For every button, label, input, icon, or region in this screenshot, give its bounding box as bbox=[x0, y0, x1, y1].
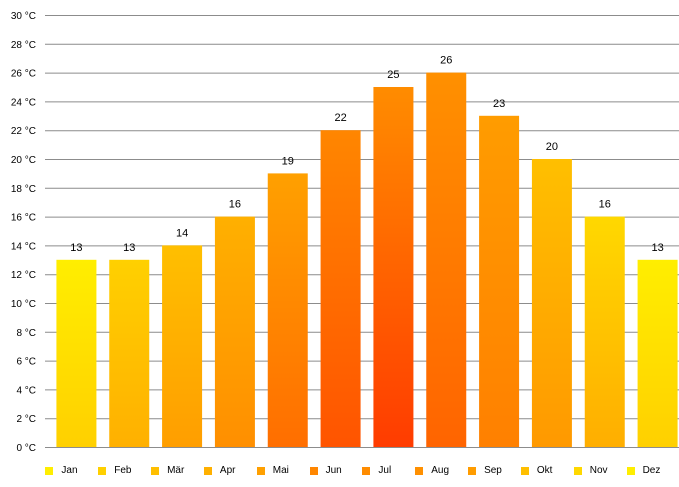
legend-item: Apr bbox=[203, 465, 236, 476]
y-tick-label: 14 °C bbox=[11, 241, 36, 252]
legend-item: Sep bbox=[468, 465, 502, 476]
bars bbox=[56, 72, 678, 448]
data-label: 25 bbox=[387, 69, 399, 81]
data-label: 16 bbox=[599, 199, 611, 211]
bar-Feb bbox=[109, 259, 150, 447]
legend-label: Aug bbox=[431, 465, 450, 476]
legend-swatch bbox=[151, 466, 160, 475]
bar-Dez bbox=[637, 259, 678, 447]
legend-swatch bbox=[468, 466, 477, 475]
legend-label: Nov bbox=[589, 465, 608, 476]
data-label: 26 bbox=[440, 55, 452, 67]
legend-item: Mär bbox=[151, 465, 184, 476]
y-tick-label: 30 °C bbox=[11, 11, 36, 22]
y-tick-label: 6 °C bbox=[16, 357, 36, 368]
data-label: 13 bbox=[70, 242, 82, 254]
legend-swatch bbox=[362, 466, 371, 475]
y-tick-label: 2 °C bbox=[16, 414, 36, 425]
legend-swatch bbox=[98, 466, 107, 475]
data-label: 13 bbox=[651, 242, 663, 254]
data-label: 14 bbox=[176, 227, 188, 239]
bar-Sep bbox=[479, 115, 520, 448]
y-tick-label: 26 °C bbox=[11, 69, 36, 80]
legend-item: Jan bbox=[45, 465, 78, 476]
legend-item: Mai bbox=[256, 465, 289, 476]
data-label: 13 bbox=[123, 242, 135, 254]
bar-Nov bbox=[584, 216, 625, 447]
legend-swatch bbox=[520, 466, 529, 475]
data-label: 23 bbox=[493, 98, 505, 110]
legend-label: Mai bbox=[272, 465, 289, 476]
y-tick-label: 22 °C bbox=[11, 126, 36, 137]
y-axis: 0 °C 2 °C 4 °C 6 °C 8 °C 10 °C 12 °C 14 °C 16 °C… bbox=[11, 11, 36, 454]
legend-label: Jul bbox=[378, 465, 392, 476]
y-tick-label: 16 °C bbox=[11, 213, 36, 224]
bar-Mär bbox=[162, 245, 203, 447]
bar-Apr bbox=[214, 216, 255, 447]
data-label: 16 bbox=[229, 199, 241, 211]
data-labels: 13 13 14 16 19 22 25 26 23 20 16 13 bbox=[70, 55, 663, 254]
y-tick-label: 0 °C bbox=[16, 443, 36, 454]
legend-label: Okt bbox=[536, 465, 553, 476]
data-label: 19 bbox=[282, 155, 294, 167]
bar-Mai bbox=[267, 173, 308, 447]
y-tick-label: 10 °C bbox=[11, 299, 36, 310]
y-tick-label: 20 °C bbox=[11, 155, 36, 166]
bar-Jan bbox=[56, 259, 97, 447]
legend-swatch bbox=[45, 466, 54, 475]
legend-swatch bbox=[256, 466, 265, 475]
legend-label: Dez bbox=[642, 465, 661, 476]
y-tick-label: 12 °C bbox=[11, 270, 36, 281]
bar-Jul bbox=[373, 87, 414, 447]
legend-item: Dez bbox=[626, 465, 661, 476]
legend-label: Apr bbox=[219, 465, 236, 476]
legend-item: Nov bbox=[573, 465, 608, 476]
legend-item: Aug bbox=[415, 465, 449, 476]
y-tick-label: 24 °C bbox=[11, 97, 36, 108]
legend-swatch bbox=[309, 466, 318, 475]
legend-swatch bbox=[203, 466, 212, 475]
legend-item: Jul bbox=[362, 465, 391, 476]
legend-item: Okt bbox=[520, 465, 553, 476]
legend: Jan Feb Mär Apr Mai Jun Jul Aug Sep Okt Nov Dez bbox=[0, 465, 679, 481]
y-tick-label: 18 °C bbox=[11, 184, 36, 195]
legend-item: Jun bbox=[309, 465, 342, 476]
legend-label: Mär bbox=[167, 465, 185, 476]
legend-label: Jun bbox=[325, 465, 342, 476]
gridlines bbox=[45, 15, 679, 448]
data-label: 20 bbox=[546, 141, 558, 153]
bar-Jun bbox=[320, 130, 361, 447]
legend-item: Feb bbox=[98, 465, 131, 476]
y-tick-label: 8 °C bbox=[16, 328, 36, 339]
legend-swatch bbox=[415, 466, 424, 475]
data-label: 22 bbox=[334, 112, 346, 124]
bar-Okt bbox=[531, 159, 572, 447]
bar-Aug bbox=[426, 72, 467, 447]
legend-label: Feb bbox=[114, 465, 132, 476]
legend-label: Jan bbox=[61, 465, 78, 476]
y-tick-label: 28 °C bbox=[11, 40, 36, 51]
y-tick-label: 4 °C bbox=[16, 385, 36, 396]
legend-swatch bbox=[626, 466, 635, 475]
legend-label: Sep bbox=[484, 465, 502, 476]
legend-swatch bbox=[573, 466, 582, 475]
